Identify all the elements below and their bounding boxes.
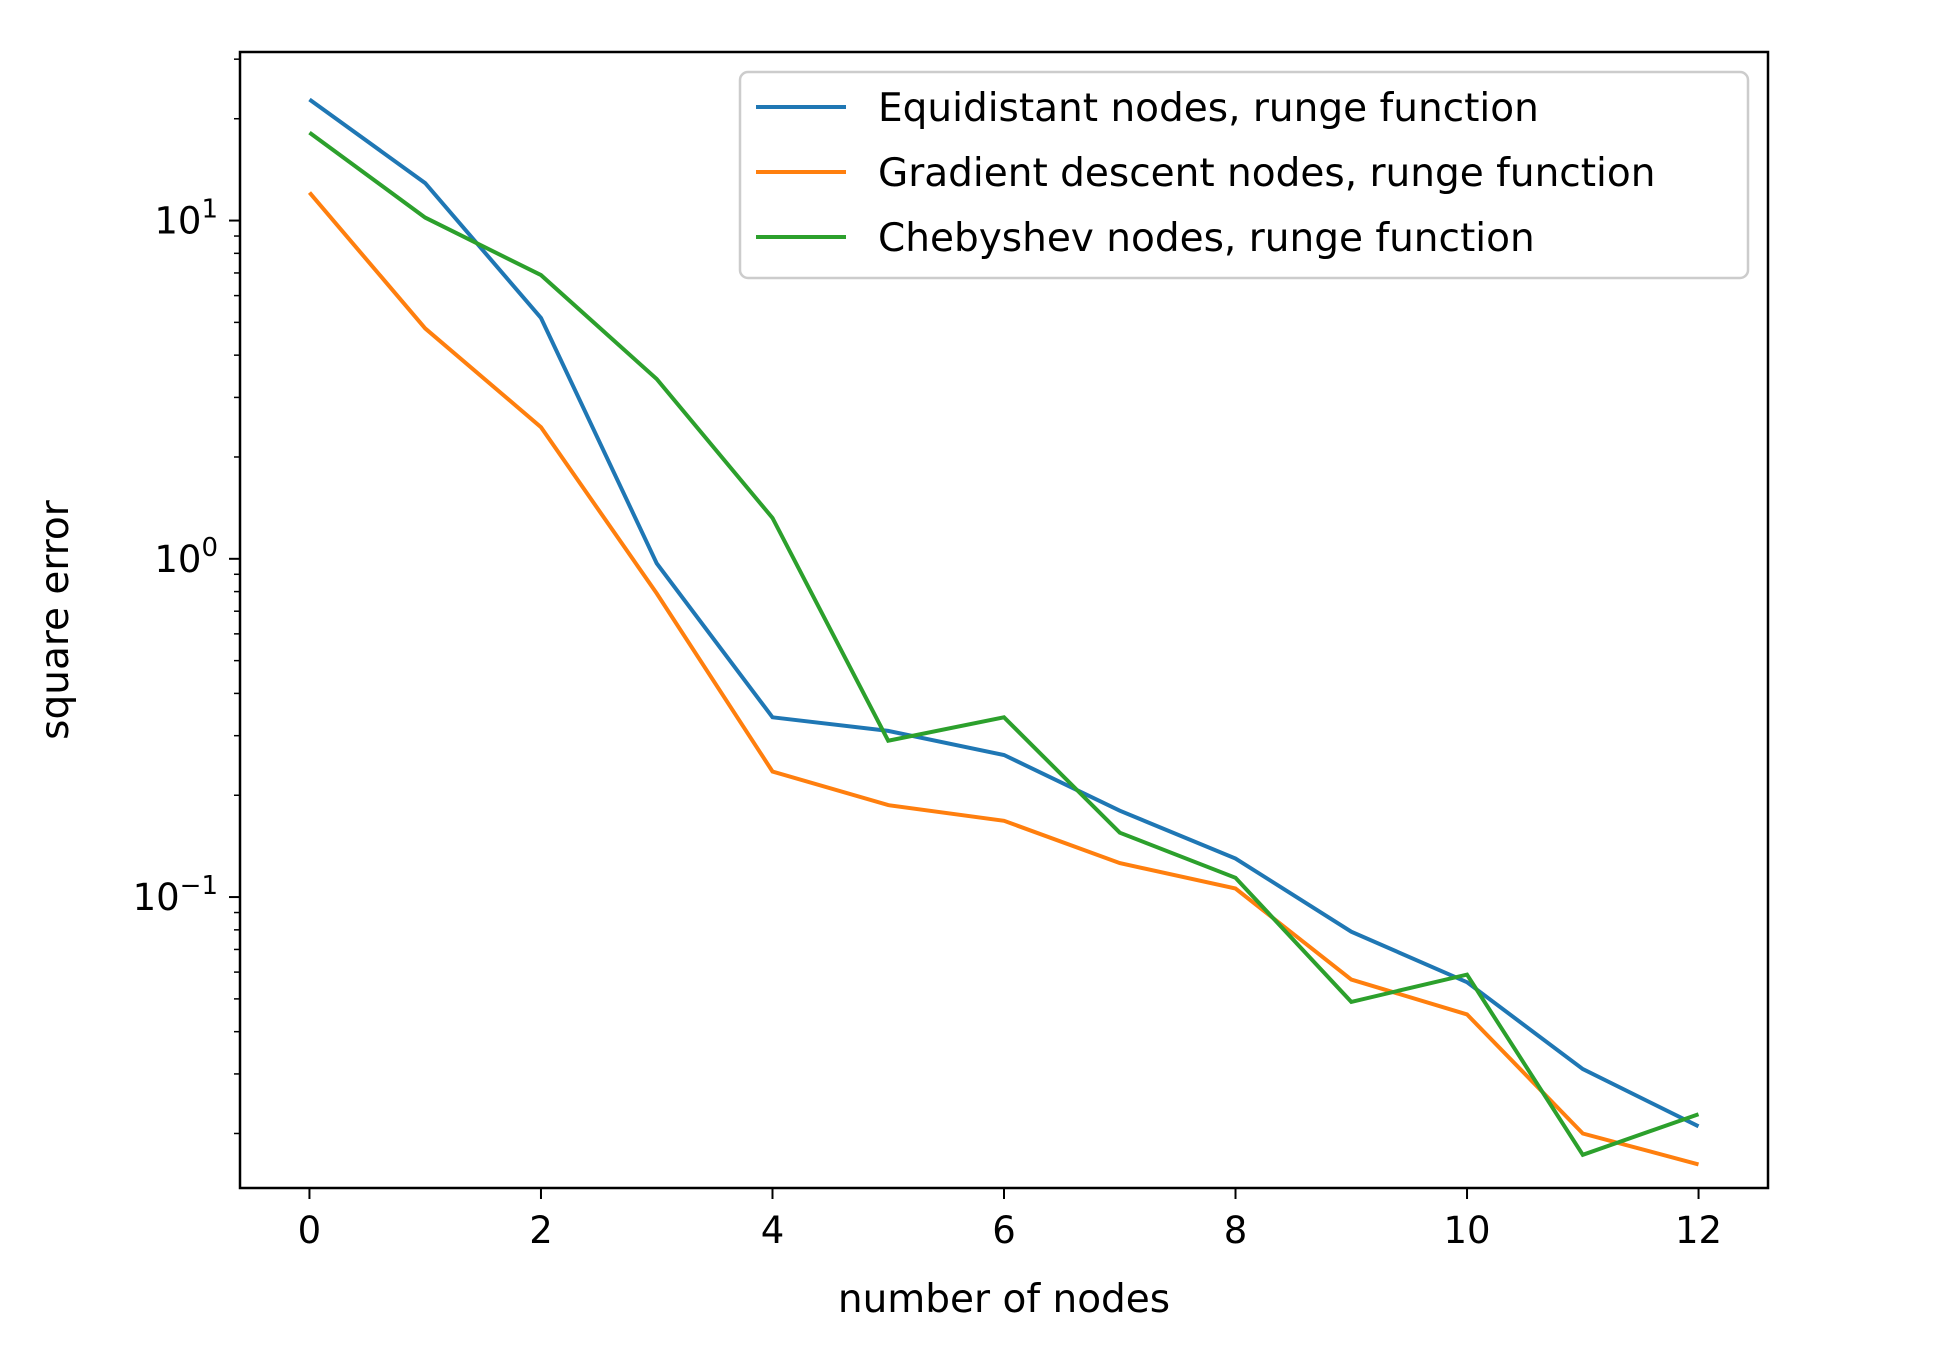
series-line-3: [308, 130, 1700, 1158]
y-axis-label: square error: [33, 499, 78, 740]
x-tick-label: 4: [761, 1209, 785, 1252]
series-line-2: [307, 191, 1700, 1167]
y-tick-label: 100: [154, 533, 218, 581]
legend-label-gradient-descent: Gradient descent nodes, runge function: [878, 151, 1655, 196]
series-line-1: [308, 97, 1700, 1129]
legend-box: [738, 70, 1750, 280]
y-tick-label: 101: [154, 195, 218, 243]
x-tick-label: 8: [1224, 1209, 1248, 1252]
plot-frame: [238, 50, 1770, 1190]
ticks-layer: 0 2 4 6 8 10 12 101 100 10−1: [133, 58, 1722, 1252]
legend-label-equidistant: Equidistant nodes, runge function: [878, 86, 1539, 131]
y-tick-label: 10−1: [133, 871, 218, 919]
lines-layer: [307, 97, 1700, 1167]
x-tick-label: 12: [1675, 1209, 1722, 1252]
x-tick-label: 0: [298, 1209, 322, 1252]
x-tick-label: 10: [1443, 1209, 1490, 1252]
x-tick-label: 2: [529, 1209, 553, 1252]
x-tick-label: 6: [992, 1209, 1016, 1252]
x-axis-label: number of nodes: [838, 1277, 1170, 1322]
legend: Equidistant nodes, runge function Gradie…: [738, 70, 1750, 280]
legend-label-chebyshev: Chebyshev nodes, runge function: [878, 216, 1535, 261]
